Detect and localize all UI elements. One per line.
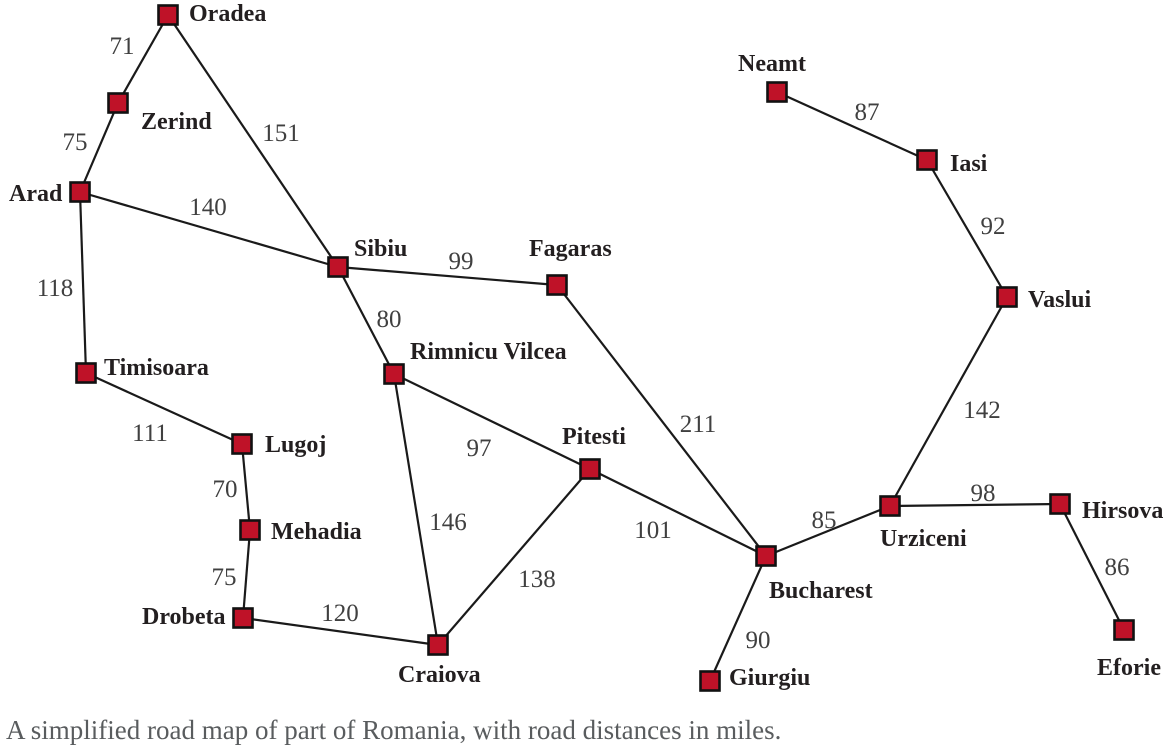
svg-text:90: 90 [746,627,771,654]
svg-text:111: 111 [132,420,168,447]
svg-text:Lugoj: Lugoj [265,432,326,458]
svg-text:Zerind: Zerind [141,109,212,135]
svg-text:120: 120 [321,600,359,627]
svg-text:Pitesti: Pitesti [562,424,626,450]
svg-text:75: 75 [63,129,88,156]
svg-text:Rimnicu Vilcea: Rimnicu Vilcea [410,339,567,365]
svg-text:140: 140 [189,194,227,221]
svg-text:86: 86 [1105,554,1130,581]
svg-text:Sibiu: Sibiu [354,236,407,262]
svg-text:70: 70 [213,476,238,503]
svg-text:Vaslui: Vaslui [1028,287,1091,313]
svg-text:92: 92 [981,213,1006,240]
svg-text:151: 151 [262,120,300,147]
svg-text:Craiova: Craiova [398,662,481,688]
svg-text:Drobeta: Drobeta [142,604,226,630]
svg-text:75: 75 [212,564,237,591]
svg-text:80: 80 [377,306,402,333]
svg-text:98: 98 [971,480,996,507]
svg-text:Arad: Arad [9,181,63,207]
svg-text:211: 211 [680,411,717,438]
svg-text:Fagaras: Fagaras [529,236,612,262]
svg-text:85: 85 [812,507,837,534]
svg-text:99: 99 [449,248,474,275]
svg-text:Bucharest: Bucharest [769,578,873,604]
svg-text:Urziceni: Urziceni [880,526,967,552]
svg-text:Neamt: Neamt [738,51,806,77]
svg-text:Timisoara: Timisoara [104,355,209,381]
svg-text:101: 101 [634,517,672,544]
svg-text:A simplified road map of part: A simplified road map of part of Romania… [6,715,781,745]
svg-text:87: 87 [855,99,880,126]
svg-text:71: 71 [110,33,135,60]
svg-text:146: 146 [429,509,467,536]
svg-text:97: 97 [467,435,492,462]
svg-text:Giurgiu: Giurgiu [729,665,810,691]
svg-text:Mehadia: Mehadia [271,519,362,545]
svg-text:138: 138 [518,566,556,593]
svg-text:Eforie: Eforie [1097,655,1161,681]
svg-text:Iasi: Iasi [950,151,988,177]
svg-text:Hirsova: Hirsova [1082,498,1163,524]
svg-text:Oradea: Oradea [189,1,266,27]
svg-text:142: 142 [963,397,1001,424]
svg-text:118: 118 [37,275,74,302]
